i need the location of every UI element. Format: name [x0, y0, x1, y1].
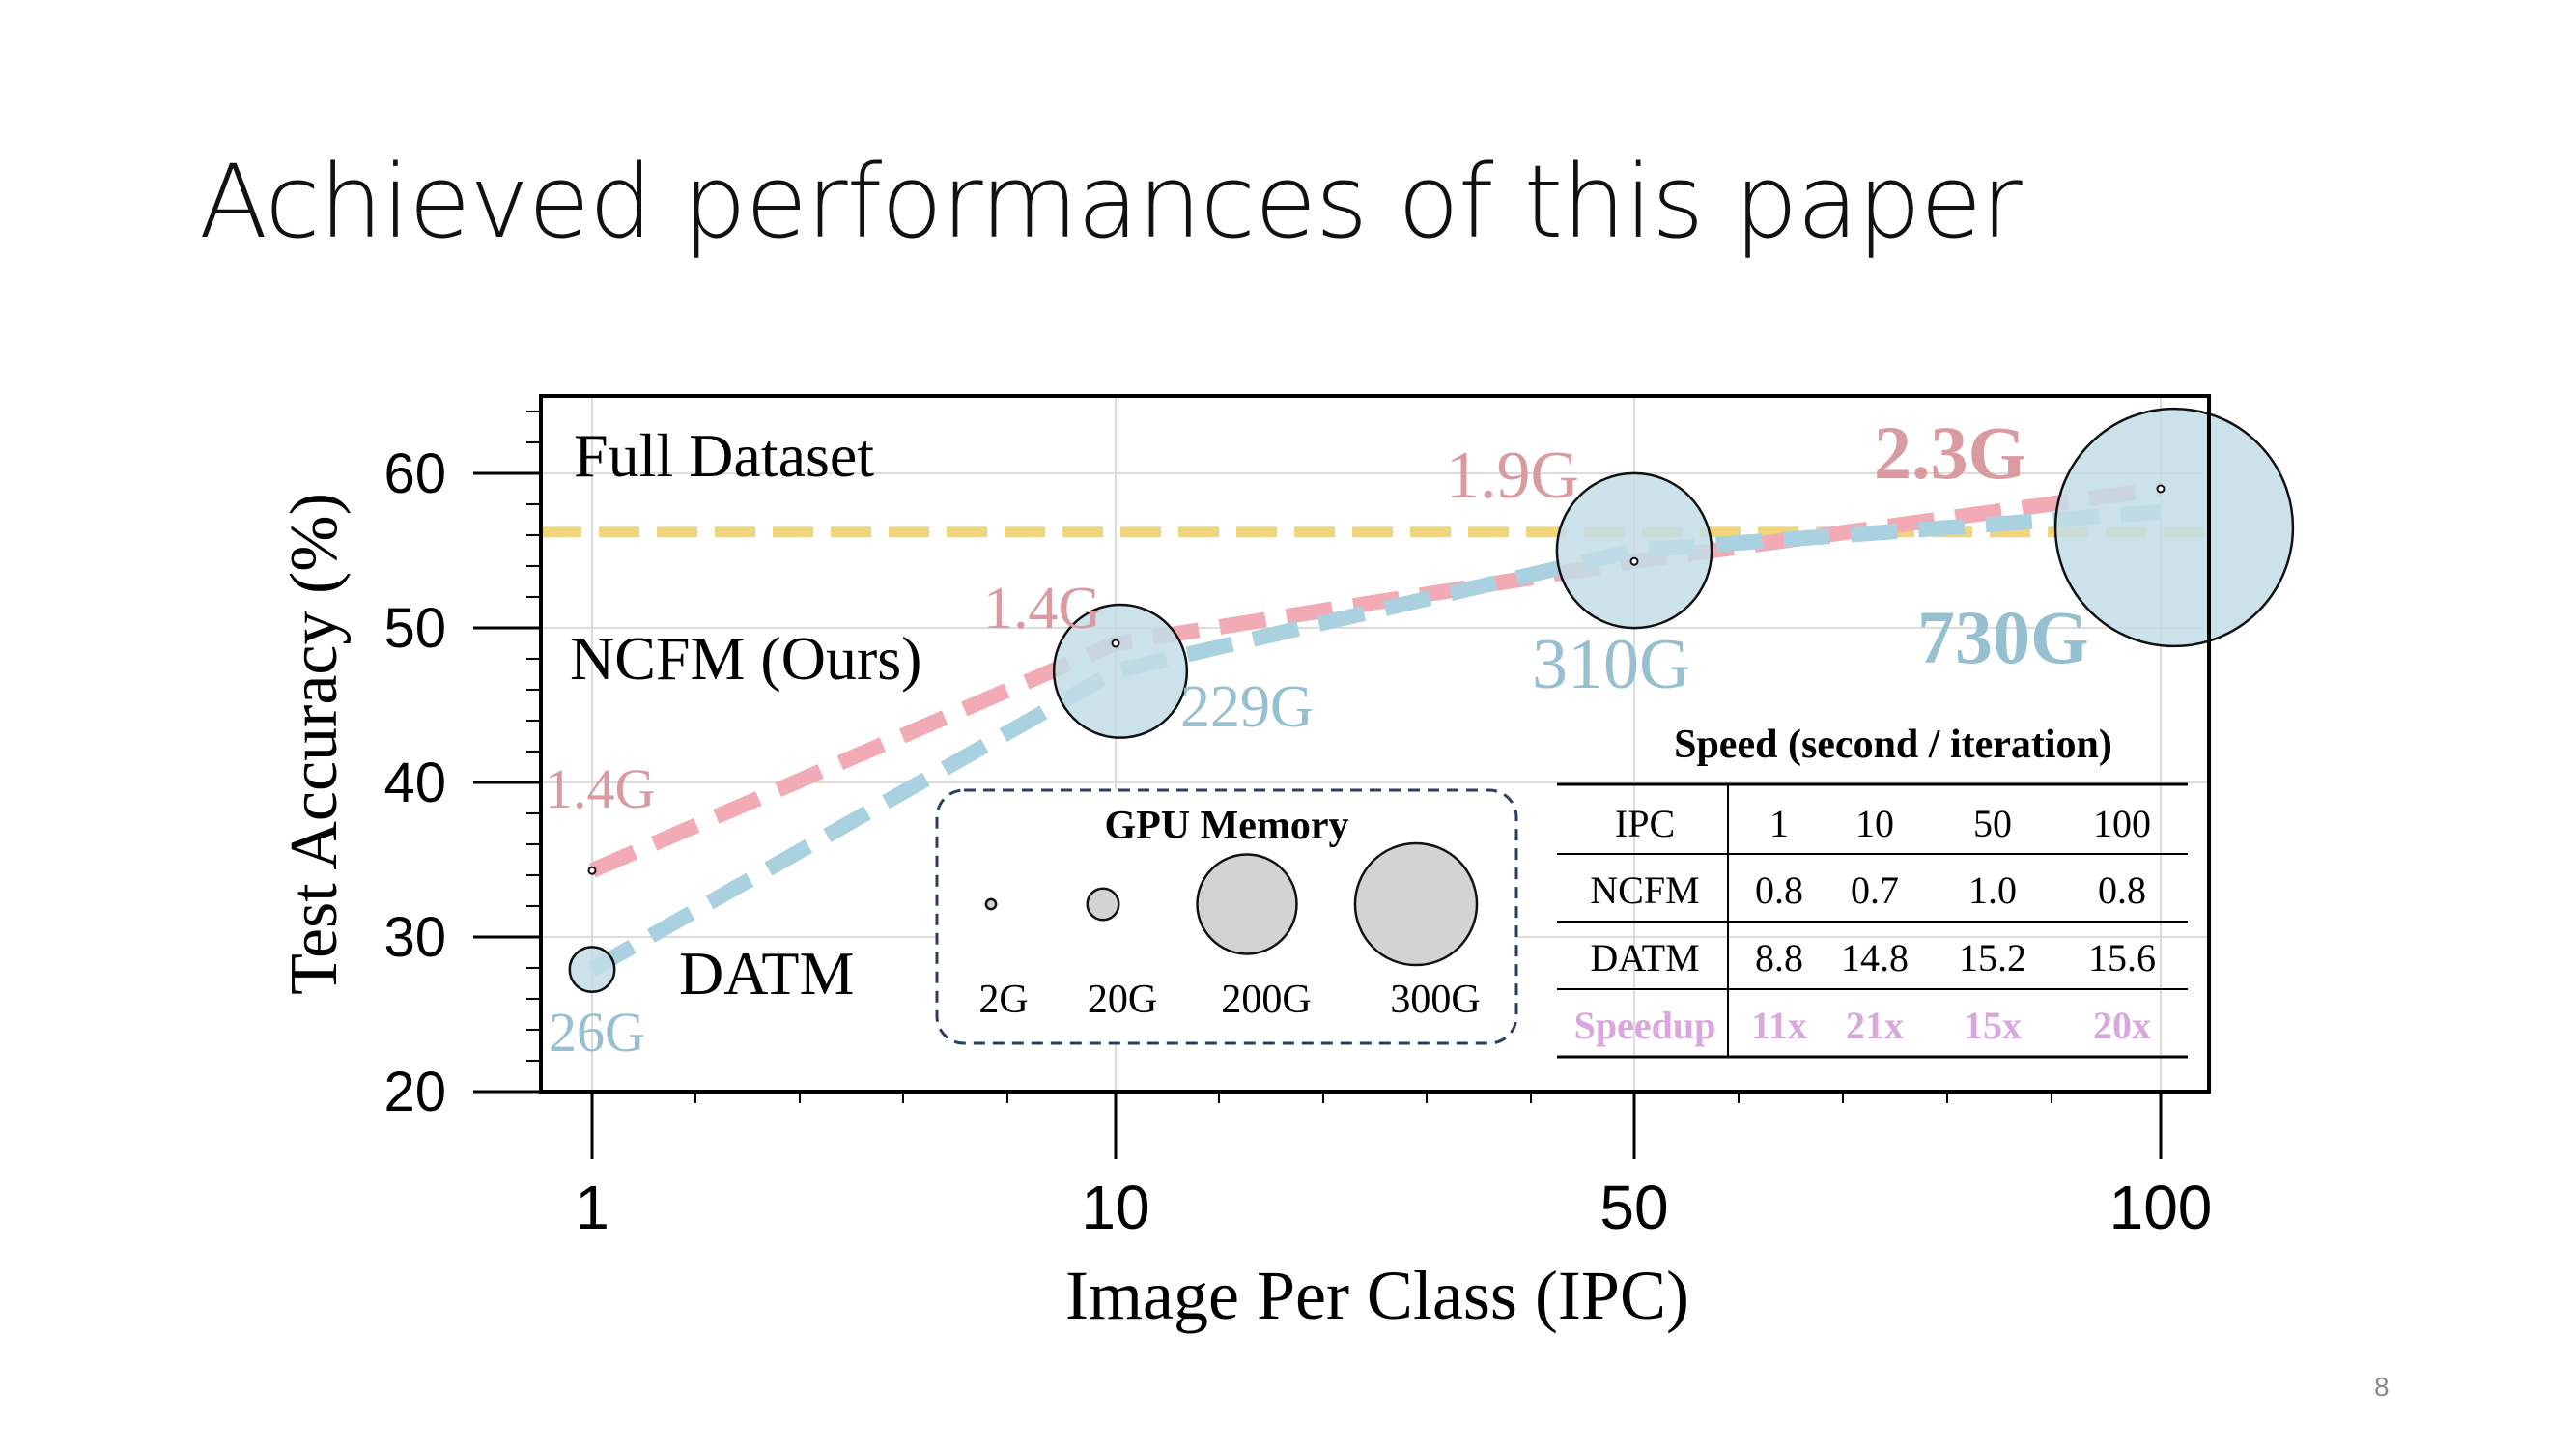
speed-table-cell: 8.8: [1755, 936, 1803, 980]
page-number: 8: [2374, 1372, 2390, 1402]
speed-table-cell: 11x: [1751, 1004, 1807, 1047]
x-tick-label: 100: [2109, 1173, 2213, 1242]
series-lines: [588, 481, 2163, 977]
speed-table-cell: 1.0: [1968, 868, 2017, 912]
series-line-ncfm: [588, 481, 2163, 878]
speed-table-cell: 0.8: [2098, 868, 2146, 912]
y-tick-label: 40: [383, 752, 446, 814]
ncfm-memory-label: 1.4G: [545, 757, 655, 820]
ncfm-memory-label: 1.4G: [983, 576, 1101, 641]
memory-legend-bubble: [1353, 841, 1479, 967]
memory-bubbles: [568, 407, 2295, 994]
ncfm-series-label: NCFM (Ours): [570, 624, 921, 693]
speed-table-row-header: DATM: [1590, 936, 1699, 980]
memory-legend-bubble: [1196, 853, 1298, 955]
speed-table-cell: 10: [1855, 802, 1894, 845]
ncfm-point: [587, 866, 597, 875]
speed-table-cell: 20x: [2093, 1004, 2151, 1047]
speed-table: Speed (second / iteration) IPC 1 10 50 100 NCF…: [1557, 723, 2188, 1059]
memory-legend: GPU Memory 2G 20G 200G 300G: [935, 788, 1518, 1045]
memory-legend-label: 20G: [1088, 978, 1157, 1022]
speed-table-cell: 15x: [1964, 1004, 2022, 1047]
axes: 20 30 40 50 60 1 10 50 100: [383, 411, 2212, 1242]
memory-legend-label: 300G: [1390, 978, 1480, 1022]
plot-frame: [539, 394, 2211, 1094]
x-tick-label: 1: [575, 1173, 609, 1242]
chart-labels: Image Per Class (IPC) Test Accuracy (%) Fu…: [277, 411, 2089, 1334]
datm-point: [2053, 407, 2295, 648]
full-dataset-label: Full Dataset: [574, 421, 874, 490]
memory-legend-title: GPU Memory: [1104, 804, 1348, 848]
ncfm-point: [1111, 639, 1120, 648]
ncfm-memory-label: 2.3G: [1874, 411, 2026, 495]
memory-legend-label: 200G: [1221, 978, 1311, 1022]
speed-table-cell: 1: [1769, 802, 1789, 845]
x-tick-label: 50: [1599, 1173, 1668, 1242]
y-tick-label: 60: [383, 442, 446, 505]
speed-table-cell: 15.2: [1959, 936, 2026, 980]
speed-table-cell: 0.7: [1851, 868, 1899, 912]
speed-table-cell: 0.8: [1755, 868, 1803, 912]
speed-table-cell: 100: [2093, 802, 2151, 845]
speed-table-cell: 50: [1973, 802, 2012, 845]
speed-table-cell: 21x: [1846, 1004, 1904, 1047]
datm-point: [1052, 603, 1189, 739]
datm-point: [568, 946, 616, 994]
y-tick-label: 20: [383, 1061, 446, 1123]
datm-series-label: DATM: [679, 939, 854, 1008]
ncfm-point: [2156, 484, 2166, 494]
ncfm-point: [1629, 556, 1639, 566]
memory-legend-label: 2G: [978, 978, 1028, 1022]
x-axis-title: Image Per Class (IPC): [1065, 1257, 1689, 1334]
datm-memory-label: 26G: [549, 1001, 645, 1064]
slide-title: Achieved performances of this paper: [199, 143, 2023, 261]
x-tick-label: 10: [1081, 1173, 1149, 1242]
y-tick-label: 30: [383, 906, 446, 969]
speed-table-row-header: Speedup: [1574, 1004, 1716, 1047]
y-tick-label: 50: [383, 597, 446, 660]
memory-legend-bubble: [1086, 887, 1120, 922]
y-axis-title: Test Accuracy (%): [277, 493, 352, 995]
datm-memory-label: 730G: [1917, 595, 2089, 679]
memory-legend-bubble: [984, 897, 998, 911]
speed-table-cell: 14.8: [1841, 936, 1909, 980]
x-axis: 1 10 50 100: [575, 1092, 2212, 1242]
ncfm-memory-label: 1.9G: [1446, 439, 1579, 513]
datm-point: [1555, 471, 1713, 630]
series-line-datm: [588, 504, 2162, 977]
speed-table-row-header: IPC: [1615, 802, 1675, 845]
speed-table-row-header: NCFM: [1590, 868, 1699, 912]
speed-table-cell: 15.6: [2088, 936, 2156, 980]
speed-table-title: Speed (second / iteration): [1674, 723, 2112, 767]
y-axis: 20 30 40 50 60: [383, 411, 541, 1123]
datm-memory-label: 310G: [1532, 625, 1690, 704]
datm-memory-label: 229G: [1180, 674, 1314, 740]
